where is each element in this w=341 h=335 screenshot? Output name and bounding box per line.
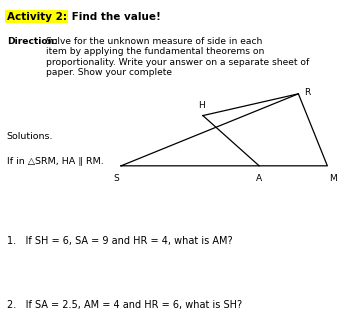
Text: Activity 2:: Activity 2:: [7, 12, 67, 22]
Text: A: A: [256, 174, 262, 183]
Text: 2.   If SA = 2.5, AM = 4 and HR = 6, what is SH?: 2. If SA = 2.5, AM = 4 and HR = 6, what …: [7, 300, 242, 310]
Text: R: R: [305, 88, 311, 96]
Text: Find the value!: Find the value!: [68, 12, 160, 22]
Text: H: H: [198, 100, 205, 110]
Text: Direction:: Direction:: [7, 37, 58, 46]
Text: If in △SRM, HA ∥ RM.: If in △SRM, HA ∥ RM.: [7, 156, 104, 165]
Text: M: M: [330, 174, 337, 183]
Text: 1.   If SH = 6, SA = 9 and HR = 4, what is AM?: 1. If SH = 6, SA = 9 and HR = 4, what is…: [7, 236, 233, 246]
Text: Solve for the unknown measure of side in each
item by applying the fundamental t: Solve for the unknown measure of side in…: [46, 37, 309, 77]
Text: S: S: [113, 174, 119, 183]
Text: Solutions.: Solutions.: [7, 132, 53, 141]
